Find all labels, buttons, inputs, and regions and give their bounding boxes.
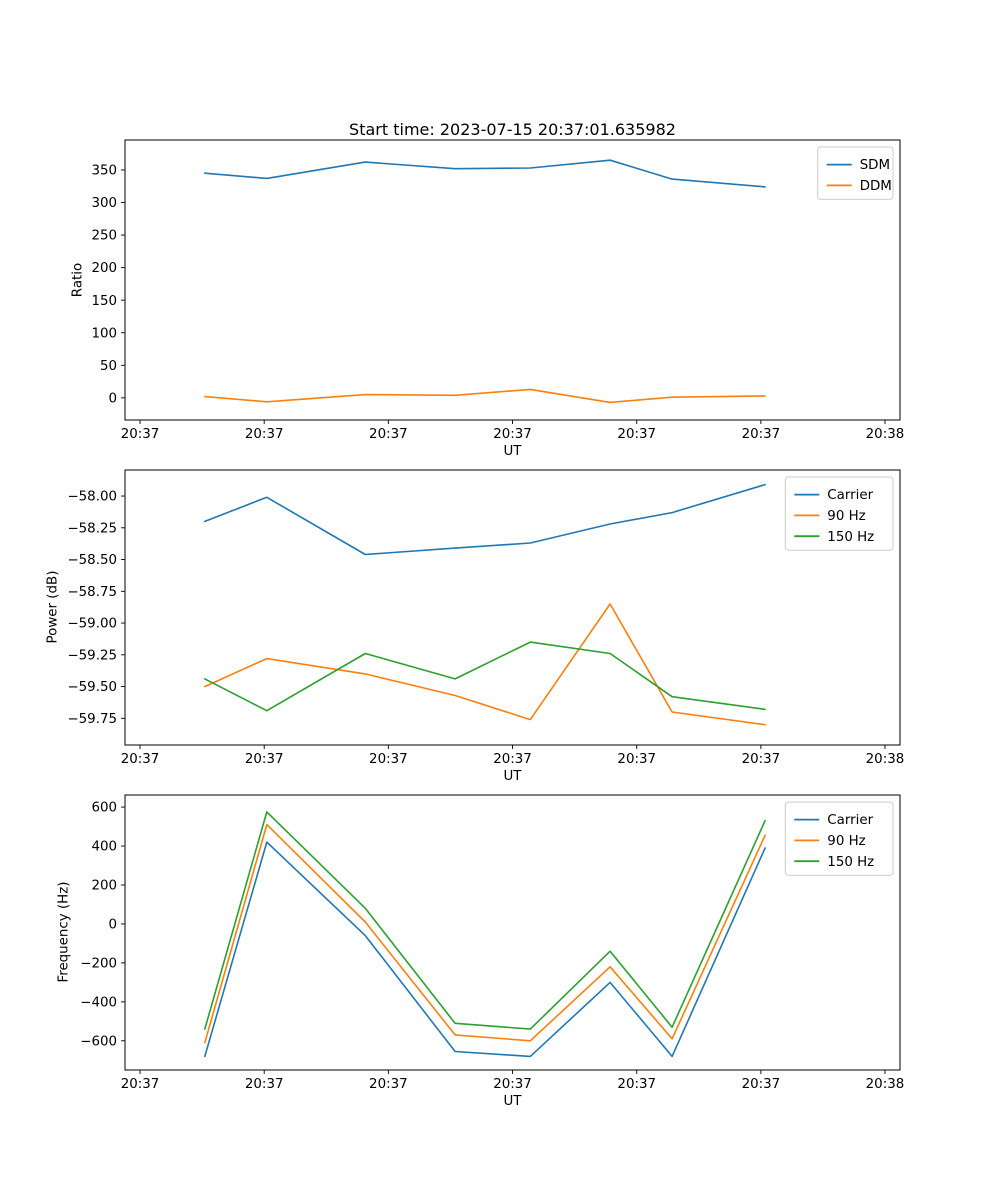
y-tick-label: −59.25 (67, 648, 117, 663)
legend: Carrier 90 Hz 150 Hz (784, 476, 894, 551)
legend-box (817, 146, 894, 200)
power-chart: −58.00 −58.25 −58.50 −58.75 −59.00 −59.25 −59.… (67, 469, 905, 767)
x-tick-label: 20:37 (493, 752, 532, 767)
y-tick-label: 0 (108, 918, 117, 933)
legend-label: Carrier (827, 488, 873, 503)
x-tick-label: 20:38 (866, 427, 905, 442)
legend-label: Carrier (827, 813, 873, 828)
legend-label: SDM (860, 158, 890, 173)
x-tick-label: 20:38 (866, 752, 905, 767)
y-tick-label: 200 (91, 879, 117, 894)
y-tick-label: −58.50 (67, 553, 117, 568)
series-line-sdm (204, 159, 766, 188)
x-tick-label: 20:37 (369, 427, 408, 442)
axes-frame (124, 139, 901, 421)
legend: SDM DDM (817, 146, 894, 200)
y-tick-label: −400 (80, 995, 117, 1010)
legend-label: 90 Hz (827, 834, 865, 849)
y-tick-label: −59.00 (67, 617, 117, 632)
figure-title: Start time: 2023-07-15 20:37:01.635982 (349, 120, 676, 139)
x-tick-label: 20:37 (742, 1077, 781, 1092)
ylabel-frequency: Frequency (Hz) (56, 881, 72, 983)
x-tick-label: 20:37 (617, 1077, 656, 1092)
series-line-90-hz (204, 823, 766, 1044)
x-tick-label: 20:37 (369, 752, 408, 767)
x-tick-label: 20:37 (617, 427, 656, 442)
axes-frame (124, 469, 901, 746)
ratio-chart: 0 50 100 150 200 250 300 350 20:37 20:37 20:37 20:3… (91, 139, 905, 442)
y-tick-label: −58.75 (67, 585, 117, 600)
frequency-chart: 600 400 200 0 −200 −400 −600 20:37 20:37 20:37 20:… (80, 794, 905, 1092)
series-line-90-hz (204, 603, 766, 726)
x-tick-label: 20:38 (866, 1077, 905, 1092)
y-tick-label: 200 (91, 261, 117, 276)
x-tick-label: 20:37 (121, 1077, 160, 1092)
xlabel-frequency: UT (503, 1094, 522, 1109)
y-tick-label: 250 (91, 229, 117, 244)
y-tick-label: 50 (100, 359, 117, 374)
series-line-carrier (204, 483, 766, 556)
x-tick-label: 20:37 (493, 1077, 532, 1092)
x-tick-label: 20:37 (742, 752, 781, 767)
x-tick-label: 20:37 (121, 427, 160, 442)
x-tick-label: 20:37 (121, 752, 160, 767)
xlabel-ratio: UT (503, 444, 522, 459)
series-line-ddm (204, 388, 766, 404)
x-tick-label: 20:37 (245, 1077, 284, 1092)
series-line-150-hz (204, 811, 766, 1030)
y-tick-label: 150 (91, 294, 117, 309)
y-tick-label: 0 (108, 391, 117, 406)
y-tick-label: −59.50 (67, 680, 117, 695)
y-tick-label: −200 (80, 956, 117, 971)
legend-label: 150 Hz (827, 530, 874, 545)
y-tick-label: 350 (91, 164, 117, 179)
legend: Carrier 90 Hz 150 Hz (784, 801, 894, 876)
series-line-carrier (204, 841, 766, 1058)
y-tick-label: 400 (91, 840, 117, 855)
legend-label: 90 Hz (827, 509, 865, 524)
y-tick-label: 300 (91, 196, 117, 211)
xlabel-power: UT (503, 769, 522, 784)
y-tick-label: 600 (91, 801, 117, 816)
legend-label: 150 Hz (827, 855, 874, 870)
ylabel-ratio: Ratio (70, 262, 86, 298)
legend-label: DDM (860, 179, 892, 194)
y-tick-label: −58.25 (67, 521, 117, 536)
x-tick-label: 20:37 (617, 752, 656, 767)
axes-frame (124, 794, 901, 1071)
ylabel-power: Power (dB) (45, 570, 61, 644)
x-tick-label: 20:37 (493, 427, 532, 442)
x-tick-label: 20:37 (369, 1077, 408, 1092)
x-tick-label: 20:37 (742, 427, 781, 442)
x-tick-label: 20:37 (245, 752, 284, 767)
y-tick-label: −600 (80, 1034, 117, 1049)
y-tick-label: 100 (91, 326, 117, 341)
y-tick-label: −58.00 (67, 490, 117, 505)
series-line-150-hz (204, 641, 766, 712)
y-tick-label: −59.75 (67, 712, 117, 727)
x-tick-label: 20:37 (245, 427, 284, 442)
